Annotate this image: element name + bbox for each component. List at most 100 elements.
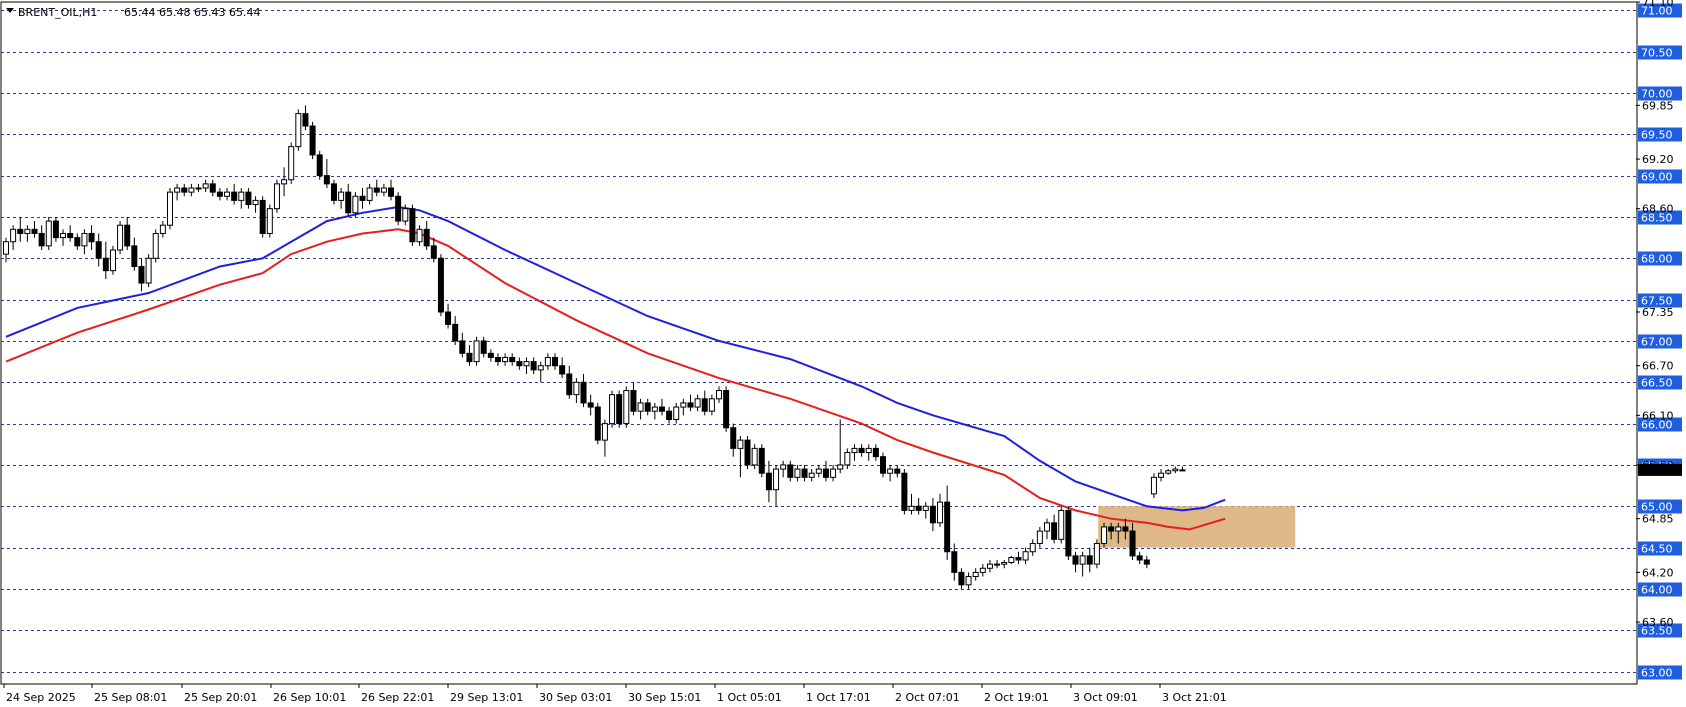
candle-body (81, 232, 88, 247)
candle (1165, 469, 1172, 475)
time-tick-label: 24 Sep 2025 (6, 691, 76, 704)
candle-body (1165, 470, 1172, 474)
candle-body (316, 154, 323, 177)
candle (17, 216, 24, 242)
candle (459, 332, 466, 358)
candle (865, 444, 872, 461)
candle (965, 572, 972, 589)
level-label-bg (1638, 623, 1682, 638)
candle-body (915, 505, 922, 511)
candle (345, 183, 352, 217)
candle (88, 225, 95, 250)
time-tick-label: 26 Sep 10:01 (273, 691, 346, 704)
candle (288, 142, 295, 184)
candle (359, 188, 366, 209)
candle (573, 378, 580, 403)
candle-body (1172, 468, 1179, 472)
candle-body (366, 187, 373, 201)
candle-body (188, 187, 195, 193)
candle (145, 254, 152, 288)
candle-body (787, 464, 794, 478)
candle-body (637, 402, 644, 412)
candle-body (352, 195, 359, 214)
candle (944, 485, 951, 560)
candle-body (373, 187, 380, 193)
candle (181, 183, 188, 197)
candle (473, 336, 480, 366)
candle-body (1122, 526, 1129, 532)
candle-body (994, 563, 1001, 566)
candle (822, 460, 829, 482)
candle-body (273, 183, 280, 210)
candle-body (259, 199, 266, 234)
level-label-bg (1638, 45, 1682, 60)
candle-body (794, 468, 801, 478)
candle (31, 221, 38, 238)
candle (1179, 466, 1186, 472)
candle (994, 560, 1001, 569)
candle-body (3, 241, 9, 255)
price-axis: 71.00 70.50 70.00 69.50 69.00 68.50 68.00 67.50… (1636, 0, 1682, 680)
candle (302, 105, 309, 131)
candle-body (452, 323, 459, 342)
candle-body (359, 195, 366, 201)
candle-body (209, 183, 216, 193)
candle-body (972, 571, 979, 578)
candle-body (1022, 551, 1029, 561)
candles (3, 105, 1186, 589)
candle (245, 188, 252, 209)
candle-body (480, 340, 487, 354)
candle-body (166, 191, 173, 226)
candle-body (45, 220, 52, 247)
candle-body (159, 224, 166, 234)
level-label: 67.00 (1641, 336, 1673, 349)
candle (338, 188, 345, 209)
candle-body (951, 551, 958, 573)
candle (38, 225, 45, 250)
candle (858, 444, 865, 457)
candle-body (594, 406, 601, 441)
candle (409, 204, 416, 246)
candle (1129, 522, 1136, 560)
candle-body (345, 191, 352, 214)
candle-body (1150, 476, 1157, 495)
candle (480, 336, 487, 358)
candle-body (1129, 530, 1136, 557)
candle (808, 469, 815, 482)
candle (609, 390, 616, 428)
ma-fast-line (5, 205, 1226, 512)
candle (908, 493, 915, 515)
candle-body (773, 468, 780, 491)
candle (794, 464, 801, 482)
candle (95, 233, 102, 267)
candle (81, 229, 88, 255)
candle-body (1065, 509, 1072, 557)
time-tick-label: 1 Oct 05:01 (717, 691, 782, 704)
candle (388, 179, 395, 201)
candle-body (17, 228, 24, 234)
candle (680, 398, 687, 416)
candle-body (815, 468, 822, 474)
ohlc-readout: 65.44 65.48 65.43 65.44 (124, 6, 260, 19)
candle (1043, 518, 1050, 540)
candle-body (31, 228, 38, 234)
chevron-down-icon[interactable] (6, 8, 14, 13)
candle-body (573, 381, 580, 396)
candle-body (402, 208, 409, 222)
candle-body (1072, 555, 1079, 565)
candle-body (1043, 522, 1050, 532)
candle (24, 225, 31, 242)
candle (109, 245, 116, 275)
candle (494, 353, 501, 366)
price-tick-label: 63.60 (1642, 616, 1674, 629)
candle (1058, 506, 1065, 544)
candle (45, 216, 52, 250)
candle (851, 444, 858, 461)
candle-body (309, 125, 316, 156)
candle-body (986, 563, 993, 569)
candle (3, 237, 9, 263)
candle-body (858, 447, 865, 454)
candle (937, 493, 944, 527)
candle (658, 398, 665, 416)
candle (366, 183, 373, 205)
